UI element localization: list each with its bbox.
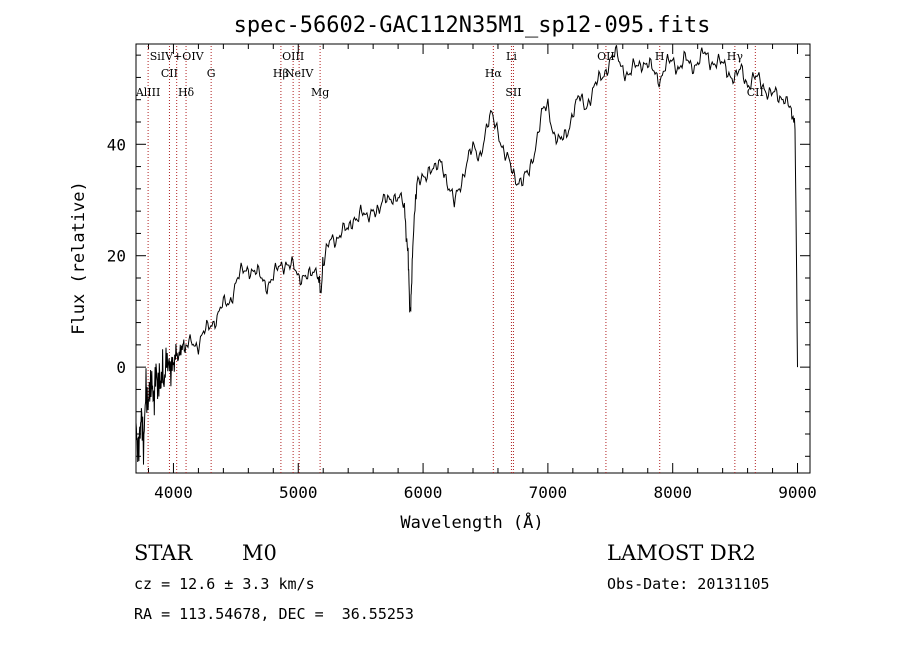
x-tick-label: 7000 (529, 483, 568, 502)
axis-ticks: 4000 5000 6000 7000 8000 9000 0 20 40 (107, 44, 817, 502)
spectrum-series (135, 45, 798, 465)
y-tick-label: 40 (107, 135, 126, 154)
chart-title: spec-56602-GAC112N35M1_sp12-095.fits (234, 13, 711, 38)
spectral-line-label: OII (597, 50, 615, 63)
spectral-line-label: Hβ (273, 67, 289, 80)
x-axis-label: Wavelength (Å) (400, 511, 543, 533)
y-tick-label: 20 (107, 247, 126, 266)
spectral-line-label: Li (506, 50, 517, 63)
spectral-line-label: Hγ (727, 50, 744, 63)
spectral-line-label: NeIV (285, 67, 314, 80)
y-tick-label: 0 (116, 358, 126, 377)
spectral-line-label: Mg (311, 86, 329, 99)
object-subclass: M0 (242, 541, 277, 565)
survey-name: LAMOST DR2 (607, 541, 756, 565)
spectral-line-label: H (655, 50, 665, 63)
x-tick-label: 5000 (279, 483, 318, 502)
plot-frame (135, 43, 811, 474)
spectral-line-label: SiIV+OIV (150, 50, 205, 63)
x-tick-label: 6000 (404, 483, 443, 502)
spectral-line-label: Hδ (178, 86, 195, 99)
redshift-info: cz = 12.6 ± 3.3 km/s (134, 575, 315, 593)
x-tick-label: 8000 (653, 483, 692, 502)
spectrum-line (135, 45, 798, 465)
coordinates: RA = 113.54678, DEC = 36.55253 (134, 605, 414, 623)
observation-date: Obs-Date: 20131105 (607, 575, 770, 593)
x-tick-label: 4000 (154, 483, 193, 502)
spectral-line-label: SII (505, 86, 521, 99)
x-tick-label: 9000 (778, 483, 817, 502)
object-type: STAR (134, 541, 193, 565)
spectral-line-label: AlIII (135, 86, 161, 99)
spectral-line-label: CII (161, 67, 178, 80)
y-axis-label: Flux (relative) (69, 181, 89, 335)
spectral-line-label: OIII (282, 50, 304, 63)
spectral-line-label: G (207, 67, 216, 80)
spectral-line-label: Hα (485, 67, 503, 80)
